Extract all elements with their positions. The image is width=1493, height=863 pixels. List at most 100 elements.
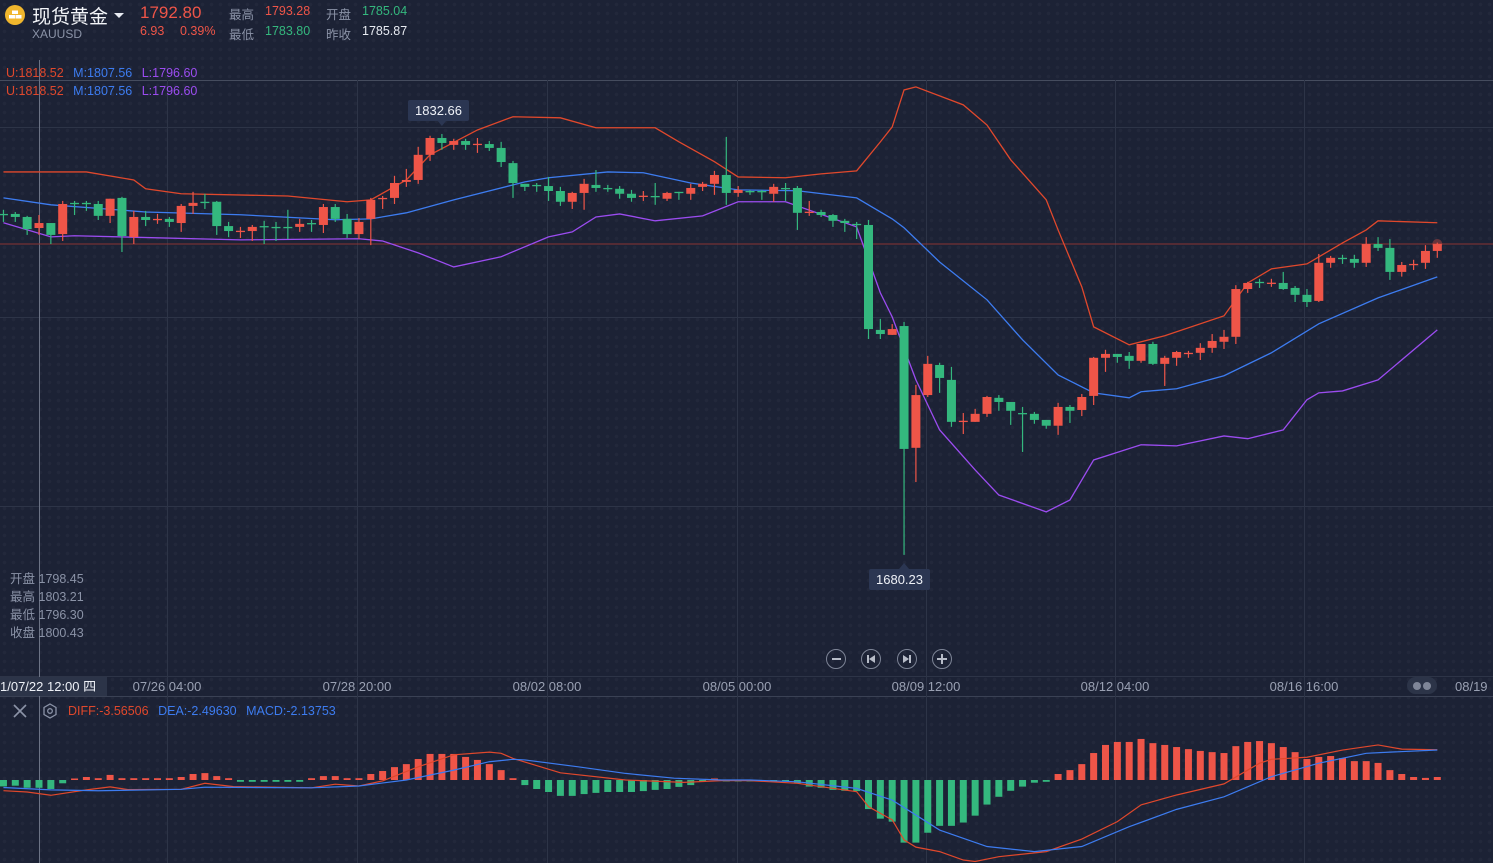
indicator-settings-button[interactable] — [42, 703, 58, 719]
candlestick-chart[interactable] — [0, 80, 1493, 677]
macd-bar-negative — [1019, 780, 1027, 787]
candle-up — [318, 203, 328, 233]
candle-down — [816, 209, 826, 217]
macd-chart[interactable] — [0, 697, 1493, 863]
candle-body — [1183, 352, 1193, 355]
candle-body — [1373, 244, 1383, 248]
boll-legend-row: U:1818.52 M:1807.56 L:1796.60 — [6, 66, 197, 80]
candle-up — [1326, 255, 1336, 268]
macd-bar-positive — [1433, 777, 1441, 780]
macd-bar-positive — [331, 776, 339, 780]
macd-bar-negative — [912, 780, 920, 843]
candle-up — [887, 324, 897, 335]
macd-bar-positive — [201, 773, 209, 780]
candle-body — [1160, 357, 1170, 364]
ohlc-low: 最低 1796.30 — [10, 606, 84, 624]
macd-bar-positive — [485, 764, 493, 780]
macd-bar-positive — [177, 777, 185, 780]
caret-down-icon[interactable] — [114, 12, 125, 18]
ohlc-panel: 开盘 1798.45 最高 1803.21 最低 1796.30 收盘 1800… — [10, 570, 84, 642]
close-indicator-button[interactable] — [11, 702, 29, 720]
candle-down — [1006, 401, 1016, 425]
candle-down — [650, 182, 660, 205]
candle-body — [1148, 343, 1158, 364]
boll-mid-value: M:1807.56 — [73, 84, 133, 98]
macd-bar-negative — [604, 780, 612, 792]
candle-down — [93, 200, 103, 220]
candle-body — [472, 143, 482, 146]
candle-down — [627, 189, 636, 202]
candle-up — [188, 191, 198, 214]
indicator-toggle[interactable] — [1407, 677, 1437, 694]
candle-up — [923, 355, 933, 398]
ohlc-label: 收盘 — [10, 626, 36, 640]
macd-bar-negative — [1007, 780, 1015, 791]
candle-body — [58, 203, 68, 235]
grid-line — [0, 127, 1493, 128]
skip-forward-icon — [903, 655, 911, 663]
minus-circle-icon — [831, 658, 841, 660]
candle-up — [709, 170, 719, 195]
candle-down — [721, 136, 731, 205]
scroll-start-button[interactable] — [861, 649, 881, 669]
candle-body — [1136, 343, 1146, 361]
macd-bar-negative — [556, 780, 564, 796]
macd-bar-negative — [580, 780, 588, 795]
candle-body — [1041, 419, 1051, 426]
ohlc-value: 1803.21 — [38, 590, 84, 604]
candle-down — [70, 200, 80, 216]
gold-bars-icon — [5, 5, 25, 25]
macd-bar-positive — [165, 778, 173, 780]
max-price-tooltip: 1832.66 — [408, 100, 469, 121]
zoom-in-button[interactable] — [932, 649, 952, 669]
candle-down — [840, 218, 850, 232]
candle-up — [686, 183, 696, 200]
macd-bar-positive — [1184, 749, 1192, 780]
candle-down — [46, 223, 56, 245]
candle-up — [1136, 343, 1146, 363]
candle-body — [887, 329, 897, 335]
candle-body — [911, 395, 921, 448]
candle-body — [378, 197, 388, 200]
price-change-percent: 0.39% — [180, 24, 216, 38]
candle-up — [1420, 245, 1430, 269]
macd-bar-positive — [1090, 753, 1098, 780]
candle-body — [22, 216, 32, 230]
candle-up — [769, 183, 779, 202]
candle-down — [164, 216, 174, 227]
candle-up — [1207, 334, 1217, 353]
scroll-end-button[interactable] — [897, 649, 917, 669]
macd-bar-positive — [213, 776, 221, 780]
candle-body — [532, 184, 542, 187]
macd-bar-negative — [888, 780, 896, 822]
instrument-selector[interactable]: 现货黄金 — [5, 3, 125, 28]
zoom-out-button[interactable] — [826, 649, 846, 669]
macd-bar-positive — [1208, 752, 1216, 780]
candle-body — [366, 199, 376, 219]
candle-body — [627, 193, 636, 198]
candle-down — [1029, 411, 1039, 424]
candle-up — [1219, 329, 1229, 349]
candle-down — [10, 211, 20, 222]
grid-line — [1115, 80, 1116, 863]
candle-body — [1112, 353, 1122, 357]
candle-up — [970, 408, 980, 422]
macd-bar-positive — [1161, 744, 1169, 780]
candle-down — [283, 209, 293, 240]
candle-body — [1006, 401, 1016, 411]
candle-body — [994, 397, 1004, 402]
candle-body — [46, 223, 56, 235]
macd-bar-positive — [367, 774, 375, 780]
ohlc-high: 最高 1803.21 — [10, 588, 84, 606]
macd-bar-negative — [876, 780, 884, 819]
candle-body — [1089, 357, 1099, 396]
candle-up — [1183, 350, 1193, 358]
candle-down — [1018, 406, 1028, 452]
boll-upper-value: U:1818.52 — [6, 66, 64, 80]
candle-down — [591, 170, 601, 192]
macd-bar-positive — [1220, 753, 1228, 780]
candle-down — [461, 138, 471, 150]
candle-body — [745, 191, 755, 193]
macd-bar-negative — [236, 780, 244, 782]
instrument-symbol: XAUUSD — [32, 27, 83, 41]
